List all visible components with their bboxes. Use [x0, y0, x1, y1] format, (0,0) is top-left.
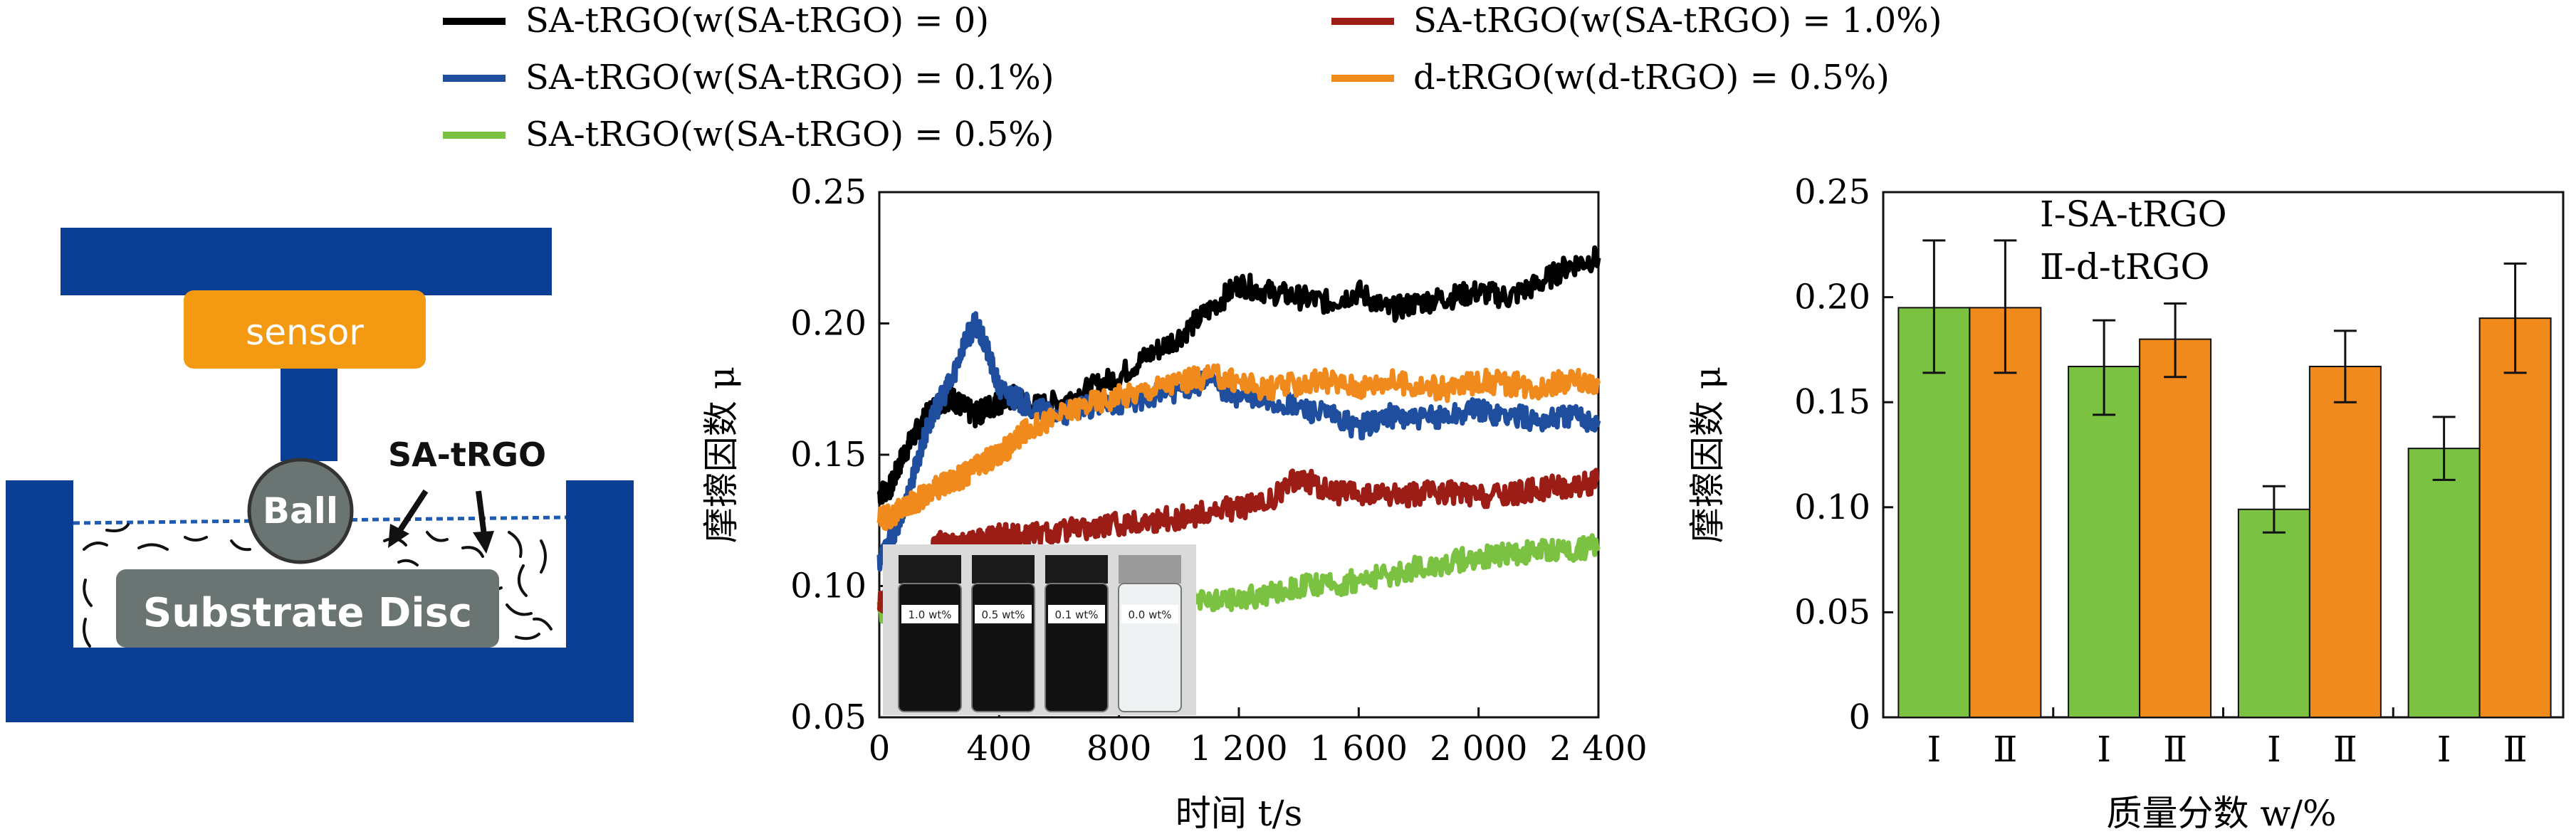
- bar-y-tick-label: 0: [1848, 697, 1870, 737]
- legend-label-4: d-tRGO(w(d-tRGO) = 0.5%): [1413, 58, 1890, 97]
- vial-body: [1044, 583, 1109, 712]
- vial-label-tag: [1048, 605, 1105, 623]
- vial-group: 1.0 wt% 0.5 wt% 0.1 wt% 0.0 wt%: [898, 555, 1182, 712]
- line-x-tick-label: 0: [869, 729, 891, 769]
- ball: [247, 458, 354, 564]
- sensor-label: sensor: [246, 312, 364, 353]
- vial-label: 1.0 wt%: [908, 608, 951, 621]
- line-y-tick-label: 0.05: [790, 697, 866, 737]
- ball-label: Ball: [263, 490, 338, 532]
- legend-label-1: SA-tRGO(w(SA-tRGO) = 0.1%): [525, 58, 1054, 97]
- bar-0-1: [2068, 366, 2141, 718]
- bar-y-tick-label: 0.10: [1794, 487, 1870, 527]
- line-x-tick-label: 2 000: [1430, 729, 1527, 769]
- photo-inset: 1.0 wt% 0.5 wt% 0.1 wt% 0.0 wt%: [883, 544, 1196, 715]
- tribometer-schematic: sensor Sub: [6, 228, 634, 722]
- vial-label-tag: [975, 605, 1032, 623]
- vial-body: [898, 583, 962, 712]
- line-x-tick-label: 1 200: [1190, 729, 1287, 769]
- line-series-4: [876, 363, 1601, 532]
- bar-x-tick-label: Ⅰ: [2097, 729, 2111, 770]
- bar-x-tick-label: Ⅱ: [1993, 729, 2017, 770]
- legend-label-0: SA-tRGO(w(SA-tRGO) = 0): [525, 1, 989, 41]
- bar-y-tick-label: 0.25: [1794, 172, 1870, 212]
- bar-1-1: [2139, 338, 2212, 718]
- bar-chart-y-axis: 0 0.05 0.10 0.15 0.20 0.25: [1794, 172, 1893, 737]
- vial-body: [1118, 583, 1182, 712]
- line-chart-x-label: 时间 t/s: [1176, 793, 1303, 834]
- line-chart-x-axis: 0 400 800 1 200 1 600 2 000 2 400: [869, 707, 1648, 769]
- legend-label-2: SA-tRGO(w(SA-tRGO) = 0.5%): [525, 115, 1054, 154]
- line-series-3: [876, 468, 1600, 613]
- annotation-arrows: [388, 489, 494, 554]
- vial-label: 0.0 wt%: [1128, 608, 1171, 621]
- vial-label: 0.1 wt%: [1054, 608, 1098, 621]
- vial-cap: [1119, 555, 1181, 584]
- bar-y-tick-label: 0.15: [1794, 382, 1870, 422]
- ball-shaft: [281, 369, 337, 461]
- bar-y-tick-label: 0.20: [1794, 278, 1870, 317]
- line-x-tick-label: 800: [1087, 729, 1152, 769]
- bar-0-3: [2407, 448, 2481, 718]
- bar-chart-y-label: 摩擦因数 μ: [1687, 366, 1728, 543]
- bar-x-tick-label: Ⅱ: [2503, 729, 2528, 770]
- vial-cap: [899, 555, 961, 584]
- bar-0-0: [1897, 307, 1971, 718]
- container-bottom: [6, 648, 634, 722]
- bar-1-2: [2308, 366, 2382, 718]
- line-chart: 0.05 0.10 0.15 0.20 0.25 0 400 800 1 200 1 600 2 …: [701, 172, 1648, 834]
- line-y-tick-label: 0.20: [790, 304, 866, 344]
- sa-trgo-annotation: SA-tRGO: [388, 436, 546, 474]
- vial-label-tag: [901, 605, 958, 623]
- top-beam: [61, 228, 552, 295]
- vial-label-tag: [1121, 605, 1178, 623]
- bar-x-tick-label: Ⅰ: [2437, 729, 2451, 770]
- line-series-0: [876, 245, 1601, 505]
- vial-body: [971, 583, 1035, 712]
- line-y-tick-label: 0.15: [790, 435, 866, 475]
- legend: SA-tRGO(w(SA-tRGO) = 0) SA-tRGO(w(SA-tRG…: [443, 1, 1942, 154]
- bar-chart: 0 0.05 0.10 0.15 0.20 0.25 Ⅰ Ⅱ Ⅰ Ⅱ Ⅰ Ⅱ Ⅰ Ⅱ Ⅰ-SA-tRGO…: [1687, 172, 2565, 834]
- legend-label-3: SA-tRGO(w(SA-tRGO) = 1.0%): [1413, 1, 1942, 41]
- line-x-tick-label: 2 400: [1549, 729, 1647, 769]
- bar-y-tick-label: 0.05: [1794, 592, 1870, 632]
- vial-cap: [1045, 555, 1108, 584]
- line-chart-y-axis: 0.05 0.10 0.15 0.20 0.25: [790, 172, 889, 737]
- bar-x-tick-label: Ⅰ: [2267, 729, 2281, 770]
- line-chart-y-label: 摩擦因数 μ: [701, 366, 742, 543]
- bar-legend-item-2: Ⅱ-d-tRGO: [2040, 246, 2209, 287]
- vial-cap: [972, 555, 1035, 584]
- substrate-disc: [116, 569, 499, 648]
- bar-x-tick-label: Ⅰ: [1927, 729, 1941, 770]
- bar-chart-x-label: 质量分数 w/%: [2106, 793, 2336, 834]
- line-y-tick-label: 0.25: [790, 172, 866, 212]
- bar-x-tick-label: Ⅱ: [2163, 729, 2187, 770]
- bar-1-3: [2478, 317, 2552, 718]
- bar-0-2: [2237, 508, 2310, 718]
- line-y-tick-label: 0.10: [790, 566, 866, 606]
- line-x-tick-label: 1 600: [1310, 729, 1408, 769]
- sensor-box: [184, 290, 426, 369]
- bar-x-tick-label: Ⅱ: [2333, 729, 2357, 770]
- bar-legend-item-1: Ⅰ-SA-tRGO: [2040, 194, 2227, 235]
- vial-label: 0.5 wt%: [981, 608, 1025, 621]
- bar-chart-bars: [1897, 239, 2552, 718]
- bar-chart-x-axis: Ⅰ Ⅱ Ⅰ Ⅱ Ⅰ Ⅱ Ⅰ Ⅱ: [1927, 707, 2528, 770]
- line-x-tick-label: 400: [967, 729, 1032, 769]
- substrate-label: Substrate Disc: [143, 590, 472, 636]
